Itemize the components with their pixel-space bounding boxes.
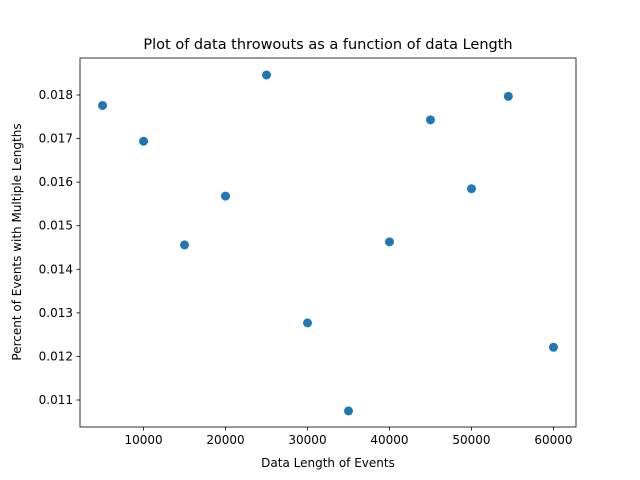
x-axis-ticks: 10000 20000 30000 40000 50000 60000 (124, 427, 573, 447)
data-point (425, 115, 435, 125)
x-tick-label: 50000 (452, 433, 490, 447)
x-axis-label: Data Length of Events (261, 456, 395, 470)
y-tick-label: 0.018 (39, 88, 73, 102)
y-tick-label: 0.013 (39, 306, 73, 320)
y-tick-label: 0.016 (39, 175, 73, 189)
data-point (384, 237, 394, 247)
x-tick-label: 30000 (288, 433, 326, 447)
x-tick-label: 10000 (124, 433, 162, 447)
x-tick-label: 60000 (534, 433, 572, 447)
x-tick-label: 20000 (206, 433, 244, 447)
plot-frame (79, 57, 577, 428)
y-tick-label: 0.017 (39, 132, 73, 146)
y-tick-label: 0.011 (39, 393, 73, 407)
y-axis-label: Percent of Events with Multiple Lengths (10, 123, 24, 360)
data-points (98, 70, 558, 416)
y-tick-label: 0.015 (39, 219, 73, 233)
data-point (503, 91, 513, 101)
data-point (139, 136, 149, 146)
data-point (221, 191, 231, 201)
x-tick-label: 40000 (370, 433, 408, 447)
y-tick-label: 0.012 (39, 349, 73, 363)
data-point (303, 318, 313, 328)
chart-title: Plot of data throwouts as a function of … (143, 37, 512, 53)
y-tick-label: 0.014 (39, 262, 73, 276)
data-point (466, 184, 476, 194)
data-point (343, 406, 353, 416)
data-point (98, 100, 108, 110)
data-point (262, 70, 272, 80)
data-point (548, 342, 558, 352)
y-axis-ticks: 0.011 0.012 0.013 0.014 0.015 0.016 0.017 0.018 (39, 88, 80, 407)
data-point (180, 240, 190, 250)
